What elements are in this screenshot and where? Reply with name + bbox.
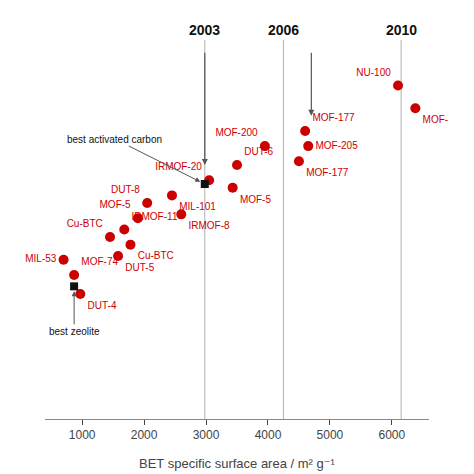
svg-text:MOF-177: MOF-177	[306, 167, 349, 178]
svg-text:IRMOF-8: IRMOF-8	[189, 220, 231, 231]
svg-text:DUT-8: DUT-8	[111, 184, 140, 195]
svg-text:2006: 2006	[268, 22, 299, 38]
svg-text:2000: 2000	[131, 428, 158, 442]
svg-text:5000: 5000	[317, 428, 344, 442]
svg-text:Cu-BTC: Cu-BTC	[138, 250, 174, 261]
svg-text:DUT-6: DUT-6	[244, 146, 273, 157]
svg-text:BET specific surface area / m²: BET specific surface area / m² g⁻¹	[139, 456, 336, 471]
svg-text:DUT-5: DUT-5	[125, 262, 154, 273]
svg-text:MIL-101: MIL-101	[179, 201, 216, 212]
svg-text:2010: 2010	[386, 22, 417, 38]
svg-text:IRMOF-11: IRMOF-11	[132, 211, 178, 222]
svg-text:MOF-5: MOF-5	[100, 199, 132, 210]
svg-text:MOF-200: MOF-200	[215, 127, 258, 138]
svg-text:2003: 2003	[189, 22, 220, 38]
svg-text:best zeolite: best zeolite	[49, 326, 100, 337]
svg-text:3000: 3000	[193, 428, 220, 442]
svg-text:DUT-4: DUT-4	[88, 300, 117, 311]
svg-text:MOF-205: MOF-205	[315, 140, 358, 151]
svg-text:Cu-BTC: Cu-BTC	[67, 218, 103, 229]
svg-text:4000: 4000	[255, 428, 282, 442]
svg-text:6000: 6000	[378, 428, 405, 442]
svg-text:IRMOF-20: IRMOF-20	[155, 161, 202, 172]
svg-text:NU-100: NU-100	[356, 67, 391, 78]
svg-text:MIL-53: MIL-53	[25, 253, 57, 264]
svg-text:MOF-74: MOF-74	[81, 256, 118, 267]
svg-text:best activated carbon: best activated carbon	[67, 134, 162, 145]
svg-text:MOF-5: MOF-5	[240, 194, 272, 205]
svg-text:MOF-: MOF-	[423, 114, 449, 125]
svg-text:MOF-177: MOF-177	[312, 112, 355, 123]
svg-text:1000: 1000	[69, 428, 96, 442]
